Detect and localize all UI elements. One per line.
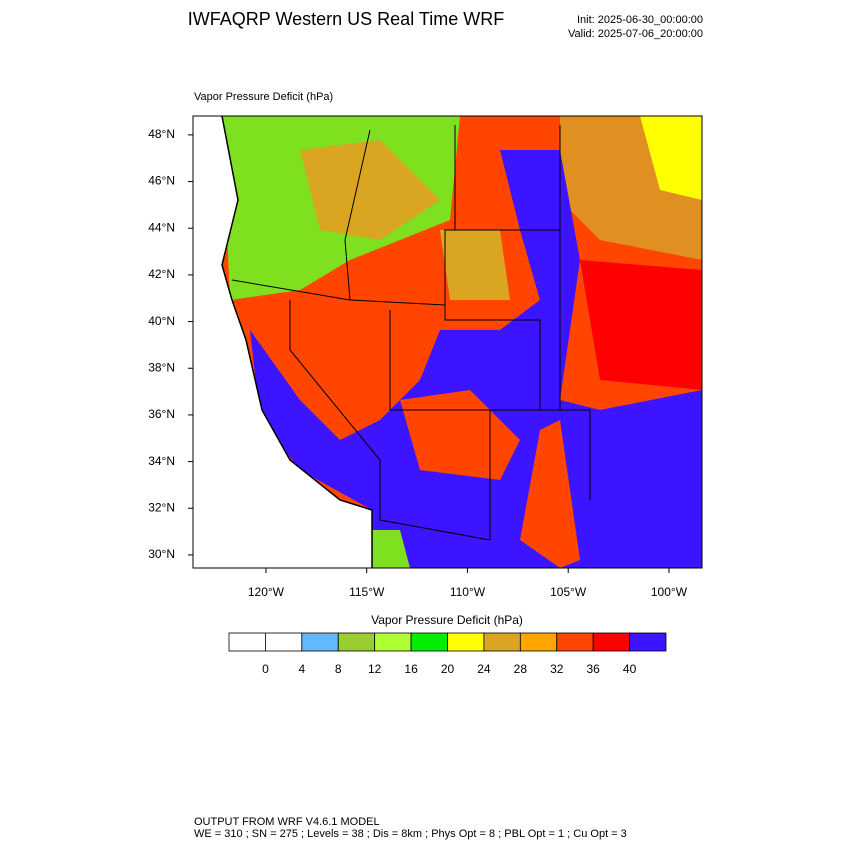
x-tick-label: 115°W <box>349 585 385 599</box>
colorbar-label: 4 <box>298 662 305 676</box>
colorbar-box <box>629 632 667 652</box>
y-tick-label: 30°N <box>148 547 175 561</box>
colorbar-label: 32 <box>550 662 564 676</box>
colorbar-label: 0 <box>262 662 269 676</box>
patch <box>440 230 510 300</box>
colorbar-box <box>519 632 558 652</box>
colorbar-box <box>447 632 485 652</box>
footer-line: WE = 310 ; SN = 275 ; Levels = 38 ; Dis … <box>194 828 627 840</box>
colorbar-label: 20 <box>441 662 455 676</box>
title: IWFAQRP Western US Real Time WRF <box>188 9 504 29</box>
footer-line: OUTPUT FROM WRF V4.6.1 MODEL <box>194 816 380 828</box>
x-tick-label: 110°W <box>450 585 486 599</box>
patch <box>580 260 702 390</box>
borders <box>231 125 591 541</box>
coastline <box>221 115 373 568</box>
map-field <box>192 115 703 569</box>
y-tick-label: 34°N <box>148 454 175 468</box>
colorbar-label: 24 <box>477 662 491 676</box>
y-tick-label: 36°N <box>148 407 175 421</box>
x-tick-label: 105°W <box>550 585 587 599</box>
y-tick-label: 44°N <box>148 220 175 234</box>
colorbar-box <box>301 632 339 652</box>
y-tick-label: 32°N <box>148 500 175 514</box>
colorbar-box <box>592 632 630 652</box>
colorbar-label: 28 <box>514 662 528 676</box>
init-time: Init: 2025-06-30_00:00:00 <box>577 14 703 26</box>
colorbar: 0 4 8 12 16 20 24 28 32 36 40 <box>228 632 667 676</box>
colorbar-label: 16 <box>404 662 418 676</box>
y-tick-label: 42°N <box>148 267 175 281</box>
x-tick-label: 120°W <box>248 585 285 599</box>
patch <box>300 140 440 240</box>
colorbar-box <box>374 632 412 652</box>
x-tick-label: 100°W <box>651 585 688 599</box>
patch <box>372 530 410 568</box>
colorbar-box <box>556 632 594 652</box>
colorbar-box <box>410 632 448 652</box>
y-tick-label: 46°N <box>148 174 175 188</box>
colorbar-label: 36 <box>586 662 600 676</box>
y-tick-label: 40°N <box>148 314 175 328</box>
colorbar-label: 8 <box>335 662 342 676</box>
colorbar-title: Vapor Pressure Deficit (hPa) <box>371 613 523 627</box>
patch <box>520 420 580 568</box>
valid-time: Valid: 2025-07-06_20:00:00 <box>568 28 703 40</box>
map-frame <box>192 115 703 569</box>
y-tick-label: 48°N <box>148 127 175 141</box>
patch <box>640 116 702 200</box>
map-title: Vapor Pressure Deficit (hPa) <box>194 91 333 103</box>
colorbar-box <box>265 632 303 652</box>
patch <box>250 150 702 568</box>
axes: 120°W 115°W 110°W 105°W 100°W 30°N 32°N 34°N 36°… <box>148 127 688 599</box>
colorbar-label: 12 <box>368 662 382 676</box>
y-tick-label: 38°N <box>148 360 175 374</box>
colorbar-label: 40 <box>623 662 637 676</box>
colorbar-box <box>483 632 521 652</box>
colorbar-box <box>337 632 376 652</box>
land <box>222 116 702 568</box>
colorbar-box <box>228 632 266 652</box>
